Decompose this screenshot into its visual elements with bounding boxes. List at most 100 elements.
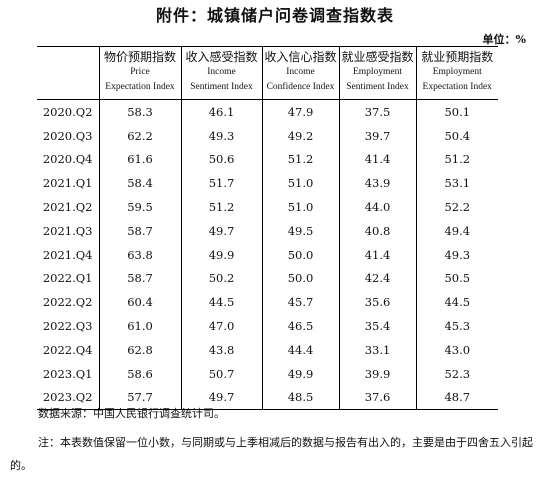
header-en: Income <box>207 67 236 77</box>
value-cell: 61.6 <box>98 147 181 172</box>
value-cell: 39.9 <box>338 361 416 386</box>
value-cell: 49.3 <box>180 123 262 148</box>
header-cn: 收入信心指数 <box>264 50 337 64</box>
value-cell: 52.2 <box>415 195 498 219</box>
period-cell: 2021.Q4 <box>42 247 93 262</box>
value-cell: 61.0 <box>98 314 181 338</box>
value-cell: 50.2 <box>180 266 262 291</box>
value-cell: 50.0 <box>261 266 339 291</box>
value-cell: 35.6 <box>338 290 416 315</box>
value-cell: 51.0 <box>261 195 339 219</box>
header-en: Income <box>286 67 315 77</box>
value-cell: 49.9 <box>261 361 339 386</box>
period-cell: 2022.Q1 <box>42 271 93 286</box>
value-cell: 51.2 <box>180 195 262 219</box>
period-cell: 2020.Q4 <box>42 152 93 167</box>
table-row: 2020.Q3 62.2 49.3 49.2 39.7 50.4 <box>37 123 498 148</box>
value-cell: 40.8 <box>338 218 416 243</box>
table-header-row: 物价预期指数 Price Expectation Index 收入感受指数 In… <box>37 46 498 100</box>
value-cell: 57.7 <box>98 385 181 410</box>
header-en: Expectation Index <box>105 82 175 92</box>
value-cell: 49.5 <box>261 218 339 243</box>
value-cell: 47.9 <box>261 99 339 124</box>
header-cn: 就业预期指数 <box>421 50 494 64</box>
value-cell: 49.9 <box>180 242 262 267</box>
value-cell: 44.4 <box>261 337 339 362</box>
data-source: 数据来源：中国人民银行调查统计司。 <box>38 407 225 420</box>
value-cell: 44.5 <box>180 290 262 315</box>
table-row: 2020.Q4 61.6 50.6 51.2 41.4 51.2 <box>37 147 498 172</box>
value-cell: 50.6 <box>180 147 262 172</box>
value-cell: 62.8 <box>98 337 181 362</box>
table-row: 2021.Q1 58.4 51.7 51.0 43.9 53.1 <box>37 171 498 196</box>
header-en: Expectation Index <box>422 82 492 92</box>
value-cell: 43.9 <box>338 171 416 196</box>
value-cell: 39.7 <box>338 123 416 148</box>
value-cell: 46.5 <box>261 314 339 338</box>
header-en: Sentiment Index <box>346 82 409 92</box>
value-cell: 45.3 <box>415 314 498 338</box>
header-period <box>37 46 99 100</box>
table-row: 2021.Q4 63.8 49.9 50.0 41.4 49.3 <box>37 242 498 267</box>
value-cell: 53.1 <box>415 171 498 196</box>
value-cell: 62.2 <box>98 123 181 148</box>
value-cell: 50.7 <box>180 361 262 386</box>
value-cell: 58.7 <box>98 266 181 291</box>
value-cell: 50.1 <box>415 99 498 124</box>
value-cell: 49.4 <box>415 218 498 243</box>
period-cell: 2021.Q2 <box>42 200 93 215</box>
table-row: 2020.Q2 58.3 46.1 47.9 37.5 50.1 <box>37 99 498 124</box>
value-cell: 49.7 <box>180 218 262 243</box>
table-row: 2022.Q4 62.8 43.8 44.4 33.1 43.0 <box>37 337 498 362</box>
unit-label: 单位：% <box>482 33 526 46</box>
header-cn: 物价预期指数 <box>103 50 176 64</box>
header-cn: 收入感受指数 <box>185 50 258 64</box>
value-cell: 33.1 <box>338 337 416 362</box>
value-cell: 51.7 <box>180 171 262 196</box>
value-cell: 63.8 <box>98 242 181 267</box>
value-cell: 58.6 <box>98 361 181 386</box>
header-en: Employment <box>432 67 482 77</box>
period-cell: 2022.Q3 <box>42 319 93 334</box>
value-cell: 43.0 <box>415 337 498 362</box>
value-cell: 58.7 <box>98 218 181 243</box>
value-cell: 49.3 <box>415 242 498 267</box>
header-employment-expectation: 就业预期指数 Employment Expectation Index <box>415 46 498 100</box>
value-cell: 43.8 <box>180 337 262 362</box>
value-cell: 37.6 <box>338 385 416 410</box>
table-row: 2021.Q3 58.7 49.7 49.5 40.8 49.4 <box>37 218 498 243</box>
header-en: Employment <box>352 67 403 77</box>
table-row: 2022.Q1 58.7 50.2 50.0 42.4 50.5 <box>37 266 498 291</box>
header-income-confidence: 收入信心指数 Income Confidence Index <box>261 46 339 100</box>
survey-index-table: 物价预期指数 Price Expectation Index 收入感受指数 In… <box>37 46 498 411</box>
value-cell: 50.4 <box>415 123 498 148</box>
value-cell: 51.0 <box>261 171 339 196</box>
period-cell: 2023.Q1 <box>42 366 93 381</box>
value-cell: 35.4 <box>338 314 416 338</box>
value-cell: 45.7 <box>261 290 339 315</box>
value-cell: 46.1 <box>180 99 262 124</box>
value-cell: 41.4 <box>338 147 416 172</box>
header-employment-sentiment: 就业感受指数 Employment Sentiment Index <box>338 46 416 100</box>
period-cell: 2022.Q4 <box>42 342 93 357</box>
value-cell: 37.5 <box>338 99 416 124</box>
header-en: Confidence Index <box>266 82 335 92</box>
period-cell: 2022.Q2 <box>42 295 93 310</box>
header-income-sentiment: 收入感受指数 Income Sentiment Index <box>180 46 262 100</box>
value-cell: 48.7 <box>415 385 498 410</box>
value-cell: 52.3 <box>415 361 498 386</box>
period-cell: 2021.Q3 <box>42 223 93 238</box>
period-cell: 2021.Q1 <box>42 176 93 191</box>
value-cell: 59.5 <box>98 195 181 219</box>
value-cell: 44.0 <box>338 195 416 219</box>
table-row: 2023.Q1 58.6 50.7 49.9 39.9 52.3 <box>37 361 498 386</box>
value-cell: 58.4 <box>98 171 181 196</box>
value-cell: 51.2 <box>261 147 339 172</box>
header-cn: 就业感受指数 <box>341 50 414 64</box>
value-cell: 49.2 <box>261 123 339 148</box>
value-cell: 51.2 <box>415 147 498 172</box>
header-en: Price <box>130 67 150 77</box>
value-cell: 47.0 <box>180 314 262 338</box>
header-en: Sentiment Index <box>190 82 253 92</box>
period-cell: 2020.Q2 <box>42 104 93 119</box>
